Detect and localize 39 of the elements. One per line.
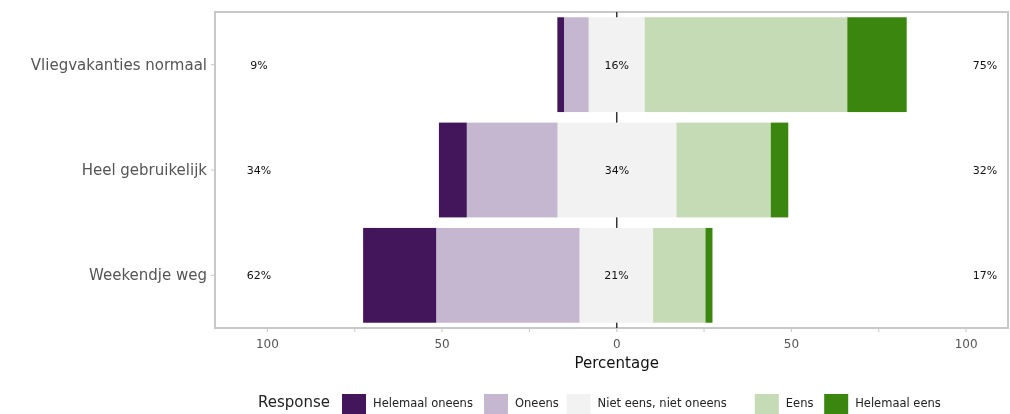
data-label: 16% [604,58,629,72]
data-label: 21% [604,269,629,283]
bar [438,122,467,218]
bar [557,17,565,113]
x-tick-label: 50 [783,337,800,351]
legend-title: Response [258,393,331,411]
y-tick-label: Weekendje weg [88,266,207,285]
bar [705,227,713,323]
data-label: 34% [604,164,630,177]
bar [436,227,580,323]
legend-label: Niet eens, niet oneens [597,396,727,410]
x-tick-label: 100 [954,337,978,351]
bar [466,122,558,218]
legend-label: Oneens [515,396,559,410]
bar [579,227,654,323]
bar [564,17,589,113]
legend-label: Helemaal eens [855,396,941,410]
legend-label: Helemaal oneens [373,396,473,410]
legend-label: Eens [785,396,814,410]
bar [557,122,677,218]
x-tick-label: 50 [434,337,450,351]
x-tick-label: 0 [612,337,621,351]
annotation: 75% [972,58,998,72]
bar [676,122,771,218]
x-tick-label: 100 [255,337,279,351]
annotation: 17% [972,269,998,283]
annotation: 9% [250,58,268,72]
bar [363,227,437,323]
bar [653,227,706,323]
y-tick-label: Vliegvakanties normaal [30,55,207,74]
x-axis-title: Percentage [574,354,659,372]
bar [770,122,789,218]
bar [847,17,907,113]
bar [588,17,645,113]
annotation: 32% [972,164,998,177]
y-tick-label: Heel gebruikelijk [81,161,208,179]
annotation: 62% [246,269,272,283]
bar [644,17,848,113]
annotation: 34% [246,164,272,177]
